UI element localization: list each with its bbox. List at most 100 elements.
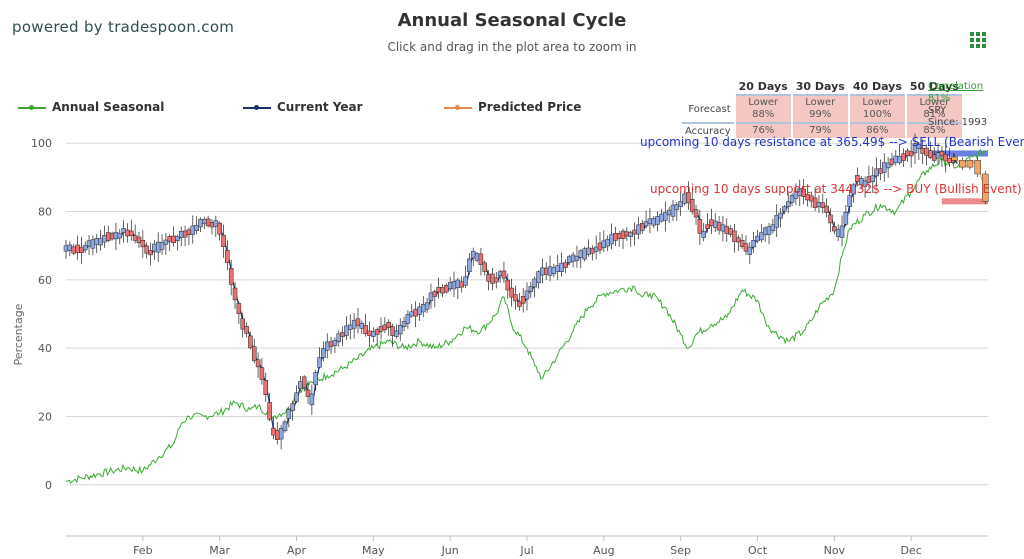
candle [451,281,457,290]
predicted-candle [974,160,981,175]
candle [686,192,691,204]
chart-title: Annual Seasonal Cycle [397,10,627,31]
candle [739,239,745,248]
candle [905,150,910,156]
candle [344,325,349,336]
candle [578,250,584,258]
candle [743,243,749,252]
candle [759,232,764,241]
candle [494,277,499,283]
candle [271,427,276,436]
candle [509,287,514,298]
candle [228,268,234,285]
legend-item-predicted-price[interactable]: Predicted Price [444,100,581,114]
legend-item-current-year[interactable]: Current Year [243,100,363,114]
correlation-since: Since: 1993 [928,117,988,128]
powered-by-text: powered by tradespoon.com [12,18,235,36]
candle [421,304,426,313]
candle [463,276,468,286]
candle [148,250,153,256]
candle [117,233,123,239]
candle [132,235,138,241]
forecast-cell: Lower 81% [906,96,962,122]
predicted-candle [959,160,966,168]
candle [555,265,560,272]
candle [125,229,130,237]
x-tick-label: Sep [670,544,691,557]
grid-menu-icon[interactable] [970,32,988,50]
candle [313,372,318,386]
x-tick-label: May [362,544,385,557]
candle [63,245,69,252]
forecast-cell: Lower 88% [735,96,791,122]
candle [182,230,188,238]
candle [75,244,80,253]
candle [567,256,572,263]
candle [524,290,530,300]
candle [121,228,126,233]
candle [832,226,837,232]
candle [140,239,146,248]
candle [947,158,952,164]
candle [908,151,914,157]
candle [144,245,149,254]
candle [762,227,768,236]
candle [94,238,99,245]
candle [778,212,783,219]
candle [386,321,391,328]
y-axis-label: Percentage [12,303,25,365]
candle [935,152,941,159]
candle [394,330,399,337]
candle [86,240,92,247]
chart-subtitle: Click and drag in the plot area to zoom … [387,40,637,54]
legend-label: Predicted Price [478,100,582,114]
correlation-link[interactable]: Correlation [928,81,984,92]
candle [159,242,165,250]
legend-swatch [243,104,271,110]
candle [586,247,591,255]
candle [774,214,779,228]
x-tick-label: Jun [441,544,459,557]
candle [582,248,587,260]
candle [232,287,238,301]
candle [305,389,311,397]
candle [378,326,384,332]
candle [478,253,484,265]
candle [755,235,760,242]
candle [67,244,73,252]
candle [106,232,111,241]
series-annual-seasonal [65,148,989,484]
candle [486,274,491,282]
candle [328,341,334,347]
candle [928,150,933,158]
candle [332,339,338,346]
candle [931,154,937,161]
candle [155,241,161,253]
candle [198,218,203,228]
support-line [941,198,988,205]
candle [209,222,215,228]
y-tick-label: 60 [38,274,52,287]
candle [517,301,522,307]
candle [862,180,868,187]
resistance-line [930,150,988,157]
candle [482,262,487,272]
candle [720,224,726,232]
candle [897,155,902,164]
candle [513,294,518,302]
candle [785,201,791,208]
candle [855,175,860,183]
candle [732,230,737,242]
candle [693,209,699,218]
candle [202,218,207,225]
candle [640,223,645,231]
y-tick-label: 100 [31,137,52,150]
legend-item-annual-seasonal[interactable]: Annual Seasonal [18,100,164,114]
candle [678,201,683,208]
candle [340,332,345,337]
candle [447,282,453,289]
candle [613,233,618,241]
candle [213,220,219,227]
candle [893,155,899,163]
